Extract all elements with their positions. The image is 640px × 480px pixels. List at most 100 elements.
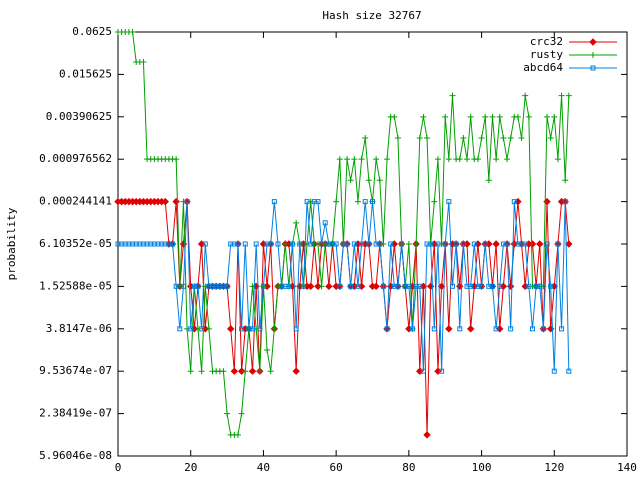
point [474, 156, 481, 163]
y-tick-label: 0.000244141 [39, 195, 112, 208]
point [449, 92, 456, 99]
point [224, 410, 231, 417]
point [344, 156, 351, 163]
point [267, 368, 274, 375]
point [428, 241, 434, 247]
point [536, 240, 544, 248]
point [170, 241, 176, 247]
point [522, 92, 529, 99]
point [492, 240, 500, 248]
point [518, 135, 525, 142]
point [522, 241, 528, 247]
point [344, 241, 350, 247]
point [529, 326, 535, 332]
point [286, 283, 292, 289]
point [559, 326, 565, 332]
point [264, 346, 271, 353]
point [551, 368, 557, 374]
point [544, 241, 550, 247]
point [478, 135, 485, 142]
point [319, 241, 325, 247]
point [224, 283, 230, 289]
point [565, 92, 572, 99]
point [388, 241, 394, 247]
point [358, 156, 365, 163]
point [205, 325, 212, 332]
point [544, 113, 551, 120]
point [442, 241, 448, 247]
point [248, 367, 257, 375]
point [333, 241, 339, 247]
point [460, 135, 467, 142]
point [180, 283, 186, 289]
point [504, 241, 510, 247]
point [409, 326, 415, 332]
point [482, 241, 488, 247]
point [453, 241, 459, 247]
point [420, 368, 426, 374]
point [547, 135, 554, 142]
point [257, 326, 263, 332]
point [351, 156, 358, 163]
point [526, 283, 532, 289]
y-tick-label: 2.38419e-07 [39, 407, 112, 420]
point [173, 156, 180, 163]
point [508, 326, 514, 332]
point [237, 367, 246, 375]
point [362, 199, 368, 205]
point [293, 326, 299, 332]
point [322, 220, 328, 226]
point [354, 198, 361, 205]
point [184, 199, 190, 205]
point [565, 240, 573, 248]
point [551, 113, 558, 120]
point [129, 29, 136, 35]
point [445, 156, 452, 163]
point [260, 283, 266, 289]
point [482, 113, 489, 120]
point [449, 283, 455, 289]
x-tick-label: 20 [184, 461, 197, 474]
point [384, 156, 391, 163]
point [202, 241, 208, 247]
point [290, 241, 296, 247]
x-tick-label: 40 [257, 461, 270, 474]
point [304, 199, 310, 205]
point [435, 241, 441, 247]
point [562, 199, 568, 205]
point [496, 113, 503, 120]
point [457, 326, 463, 332]
point [239, 326, 245, 332]
point [423, 431, 431, 439]
point [405, 241, 412, 248]
point [256, 368, 263, 375]
legend-marker [590, 52, 596, 58]
point [268, 241, 274, 247]
y-tick-label: 0.0625 [72, 25, 112, 38]
point [528, 240, 537, 248]
point [314, 282, 322, 291]
point [306, 282, 315, 291]
point [365, 177, 372, 184]
y-tick-label: 0.015625 [59, 67, 112, 80]
point [238, 410, 245, 417]
x-tick-label: 60 [330, 461, 343, 474]
point [359, 241, 365, 247]
point [275, 241, 281, 247]
point [235, 241, 241, 247]
legend-label: crc32 [530, 35, 563, 48]
y-axis-label: probability [5, 207, 18, 280]
point [292, 367, 300, 375]
point [442, 113, 449, 120]
point [467, 113, 474, 120]
point [399, 241, 405, 247]
y-tick-label: 0.000976562 [39, 152, 112, 165]
point [234, 431, 241, 438]
point [489, 113, 496, 120]
point [300, 283, 306, 289]
point [199, 326, 205, 332]
x-tick-label: 0 [115, 461, 122, 474]
point [373, 156, 380, 163]
chart-title: Hash size 32767 [322, 9, 421, 22]
